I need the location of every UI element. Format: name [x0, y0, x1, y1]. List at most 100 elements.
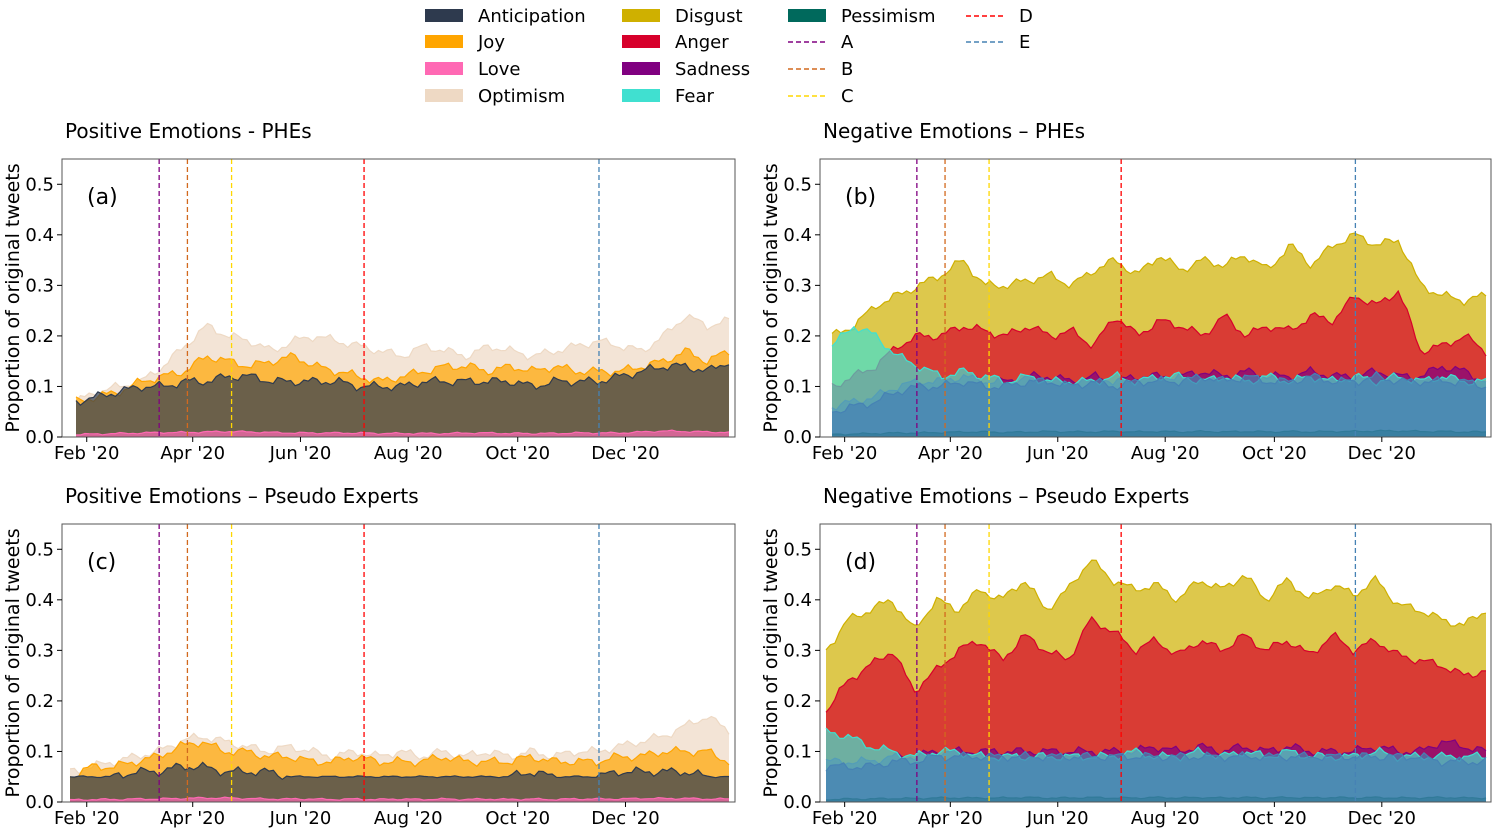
panels: Positive Emotions - PHEs 0.0 0.1 0.2 0.3 0.4 0… [2, 119, 1492, 828]
legend-label: E [1019, 32, 1030, 53]
legend-item-a: A [788, 32, 854, 53]
line-other [825, 750, 1487, 772]
plot-frame [819, 523, 1492, 803]
panel-title: Positive Emotions – Pseudo Experts [65, 484, 419, 508]
x-tick-label: Aug '20 [1131, 808, 1200, 828]
y-tick-label: 0.5 [783, 174, 812, 195]
series-areas [831, 232, 1487, 437]
line-joy [69, 740, 730, 779]
panel-b: Negative Emotions – PHEs 0.0 0.1 0.2 0.3 0.4 0… [760, 119, 1492, 464]
y-tick-label: 0.0 [25, 792, 54, 813]
line-joy [75, 347, 730, 403]
legend-swatch [425, 62, 463, 75]
legend-item-pessimism: Pessimism [788, 6, 936, 27]
legend-label: Anticipation [478, 6, 586, 27]
legend-item-e: E [966, 32, 1030, 53]
legend-item-joy: Joy [425, 32, 505, 53]
y-axis-label: Proportion of original tweets [760, 528, 782, 797]
panel-label: (b) [845, 185, 876, 210]
series-areas [69, 715, 730, 802]
y-axis-label: Proportion of original tweets [2, 528, 24, 797]
legend-label: Anger [675, 32, 729, 53]
legend-swatch [425, 89, 463, 102]
x-tick-label: Dec '20 [1348, 443, 1416, 464]
legend-label: D [1019, 6, 1033, 27]
y-tick-label: 0.1 [25, 741, 54, 762]
y-tick-label: 0.2 [25, 691, 54, 712]
y-tick-label: 0.0 [783, 427, 812, 448]
x-tick-label: Dec '20 [1348, 808, 1416, 828]
panel-label: (d) [845, 550, 876, 575]
y-tick-label: 0.3 [783, 275, 812, 296]
x-tick-label: Oct '20 [1242, 443, 1307, 464]
y-axis-label: Proportion of original tweets [760, 163, 782, 432]
legend-label: Joy [477, 32, 505, 53]
plot-frame [61, 158, 736, 438]
y-tick-label: 0.3 [25, 640, 54, 661]
y-tick-label: 0.3 [25, 275, 54, 296]
panel-d: Negative Emotions – Pseudo Experts 0.0 0.1… [760, 484, 1492, 828]
line-love [75, 429, 730, 436]
y-tick-label: 0.2 [25, 326, 54, 347]
series-areas [75, 313, 730, 437]
legend: Anticipation Joy Love Optimism Disgust Anger S… [425, 6, 1033, 107]
y-axis-label: Proportion of original tweets [2, 163, 24, 432]
legend-item-d: D [966, 6, 1033, 27]
legend-item-b: B [788, 59, 853, 80]
x-tick-label: Feb '20 [54, 443, 119, 464]
x-tick-label: Oct '20 [485, 808, 550, 828]
line-anticipation [75, 362, 730, 407]
x-tick-label: Feb '20 [54, 808, 119, 828]
panel-a: Positive Emotions - PHEs 0.0 0.1 0.2 0.3 0.4 0… [2, 119, 736, 464]
x-tick-label: Jun '20 [1026, 443, 1089, 464]
x-tick-label: Feb '20 [812, 443, 877, 464]
x-tick-label: Apr '20 [918, 808, 983, 828]
x-tick-label: Apr '20 [918, 443, 983, 464]
y-tick-label: 0.4 [25, 225, 54, 246]
x-tick-label: Jun '20 [269, 443, 332, 464]
panel-label: (a) [87, 185, 118, 210]
area-anticipation [70, 762, 729, 802]
y-tick-label: 0.4 [783, 225, 812, 246]
line-disgust [825, 559, 1487, 651]
y-tick-label: 0.1 [25, 376, 54, 397]
line-anger [825, 615, 1487, 713]
x-tick-label: Jun '20 [1026, 808, 1089, 828]
legend-swatch [788, 9, 826, 22]
panel-title: Negative Emotions – PHEs [823, 119, 1085, 143]
legend-item-sadness: Sadness [622, 59, 750, 80]
y-tick-label: 0.3 [783, 640, 812, 661]
legend-label: Fear [675, 86, 714, 107]
x-tick-label: Jun '20 [269, 808, 332, 828]
x-tick-label: Apr '20 [160, 808, 225, 828]
line-other [831, 370, 1487, 414]
x-tick-label: Aug '20 [1131, 443, 1200, 464]
legend-swatch [425, 9, 463, 22]
x-tick-label: Apr '20 [160, 443, 225, 464]
legend-item-optimism: Optimism [425, 86, 565, 107]
legend-label: Optimism [478, 86, 565, 107]
y-tick-label: 0.5 [783, 539, 812, 560]
y-tick-label: 0.1 [783, 741, 812, 762]
y-tick-label: 0.4 [783, 590, 812, 611]
series-areas [825, 559, 1487, 802]
x-tick-label: Aug '20 [374, 808, 443, 828]
panel-c: Positive Emotions – Pseudo Experts 0.0 0.1… [2, 484, 736, 828]
line-love [69, 796, 729, 801]
area-other [826, 751, 1486, 802]
legend-swatch [425, 35, 463, 48]
legend-label: Pessimism [841, 6, 936, 27]
panel-title: Positive Emotions - PHEs [65, 119, 312, 143]
legend-item-disgust: Disgust [622, 6, 743, 27]
x-tick-label: Oct '20 [1242, 808, 1307, 828]
legend-swatch [622, 9, 660, 22]
panel-title: Negative Emotions – Pseudo Experts [823, 484, 1189, 508]
y-tick-label: 0.1 [783, 376, 812, 397]
x-tick-label: Feb '20 [812, 808, 877, 828]
legend-label: Sadness [675, 59, 750, 80]
panel-label: (c) [87, 550, 116, 575]
line-disgust [831, 232, 1487, 334]
x-tick-label: Dec '20 [591, 443, 659, 464]
y-tick-label: 0.4 [25, 590, 54, 611]
